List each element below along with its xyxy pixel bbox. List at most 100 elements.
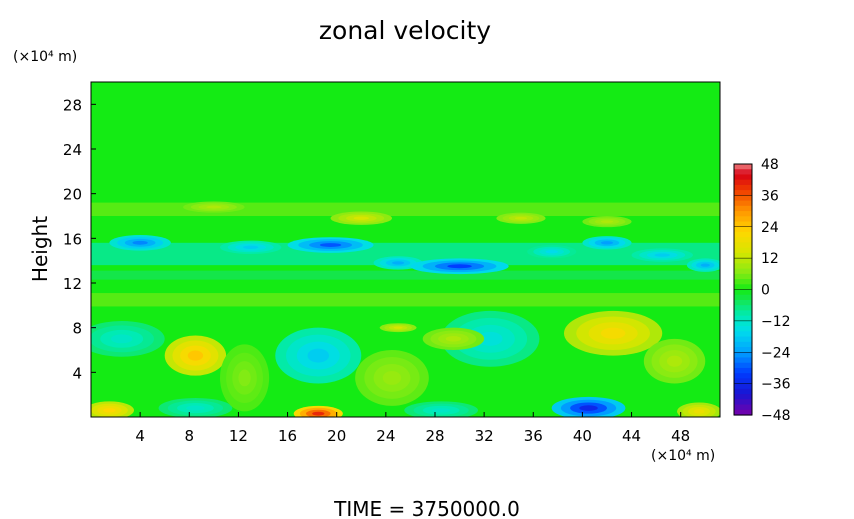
colorbar-segment — [734, 226, 752, 233]
heatmap-feature — [551, 396, 626, 417]
x-tick-label: 24 — [376, 427, 395, 445]
x-unit-label: (×10⁴ m) — [651, 448, 715, 464]
heatmap-feature — [355, 350, 429, 406]
heatmap-feature — [643, 338, 706, 384]
colorbar-tick-label: 12 — [761, 251, 779, 267]
heatmap-feature — [91, 401, 134, 417]
colorbar-segment — [734, 237, 752, 244]
heatmap-feature — [677, 402, 720, 417]
colorbar-segment — [734, 383, 752, 390]
heatmap-feature — [441, 310, 540, 367]
x-tick-label: 36 — [524, 427, 543, 445]
heatmap-features — [91, 201, 720, 417]
colorbar-segment — [734, 367, 752, 374]
y-axis-ticks: 4 8 12 16 20 24 28 — [63, 96, 96, 382]
colorbar-segment — [734, 216, 752, 223]
heatmap-feature — [293, 405, 343, 417]
colorbar: 48 36 24 12 0 −12 −24 −36 −48 — [733, 157, 791, 424]
colorbar-segment — [734, 184, 752, 191]
colorbar-segment — [734, 378, 752, 385]
colorbar-segment — [734, 263, 752, 270]
x-tick-label: 44 — [622, 427, 641, 445]
heatmap-feature — [109, 234, 171, 251]
y-unit-label: (×10⁴ m) — [13, 49, 77, 65]
colorbar-segment — [734, 247, 752, 254]
colorbar-tick-label: 0 — [761, 283, 770, 299]
colorbar-segment — [734, 299, 752, 306]
heatmap-band — [91, 270, 720, 280]
colorbar-segment — [734, 211, 752, 217]
colorbar-segment — [734, 404, 752, 411]
x-tick-label: 12 — [229, 427, 248, 445]
colorbar-segment — [734, 388, 752, 395]
colorbar-segment — [734, 195, 752, 202]
heatmap-feature — [631, 248, 693, 262]
y-tick-label: 8 — [72, 320, 82, 338]
colorbar-segment — [734, 399, 752, 406]
heatmap-band — [91, 202, 720, 216]
colorbar-segment — [734, 284, 752, 291]
colorbar-segment — [734, 326, 752, 332]
colorbar-segment — [734, 258, 752, 264]
colorbar-segment — [734, 331, 752, 338]
heatmap-feature — [164, 335, 227, 376]
y-tick-label: 12 — [63, 275, 82, 293]
colorbar-tick-label: −12 — [761, 314, 791, 330]
y-tick-label: 28 — [63, 96, 82, 114]
plot-frame — [90, 81, 721, 418]
colorbar-segment — [734, 310, 752, 317]
heatmap-feature — [379, 323, 417, 333]
x-tick-label: 20 — [327, 427, 346, 445]
heatmap-feature — [219, 240, 282, 254]
colorbar-segment — [734, 200, 752, 207]
heatmap-feature — [91, 320, 165, 357]
colorbar-segment — [734, 252, 752, 259]
heatmap-feature — [422, 327, 485, 351]
colorbar-segment — [734, 169, 752, 176]
y-tick-label: 24 — [63, 141, 82, 159]
x-tick-label: 48 — [671, 427, 690, 445]
colorbar-tick-label: 36 — [761, 188, 779, 204]
chart-title: zonal velocity — [319, 16, 491, 45]
colorbar-segment — [734, 164, 752, 170]
colorbar-segment — [734, 279, 752, 285]
heatmap-feature — [219, 344, 270, 412]
y-axis-label: Height — [28, 216, 52, 282]
x-tick-label: 32 — [475, 427, 494, 445]
heatmap-feature — [275, 327, 362, 384]
colorbar-segment — [734, 409, 752, 416]
colorbar-tick-label: −24 — [761, 345, 791, 361]
colorbar-tick-label: 24 — [761, 220, 779, 236]
colorbar-tick-label: −36 — [761, 377, 791, 393]
colorbar-segment — [734, 294, 752, 301]
x-axis-ticks: 4 8 12 16 20 24 28 32 36 40 44 48 — [135, 412, 690, 445]
colorbar-segment — [734, 320, 752, 327]
x-tick-label: 8 — [185, 427, 195, 445]
colorbar-segment — [734, 242, 752, 249]
heatmap-band — [91, 293, 720, 307]
colorbar-segment — [734, 221, 752, 228]
colorbar-segment — [734, 190, 752, 196]
time-footer: TIME = 3750000.0 — [333, 497, 520, 519]
heatmap-feature — [496, 212, 546, 224]
colorbar-segment — [734, 231, 752, 238]
colorbar-segment — [734, 315, 752, 322]
colorbar-segment — [734, 289, 752, 296]
colorbar-segment — [734, 174, 752, 181]
heatmap-feature — [158, 398, 233, 417]
heatmap-feature — [287, 237, 374, 253]
y-tick-label: 20 — [63, 186, 82, 204]
colorbar-segment — [734, 273, 752, 280]
colorbar-segment — [734, 373, 752, 379]
colorbar-segment — [734, 357, 752, 364]
heatmap-feature — [410, 258, 509, 275]
heatmap-feature — [330, 211, 392, 225]
x-tick-label: 40 — [573, 427, 592, 445]
colorbar-segment — [734, 205, 752, 212]
colorbar-segment — [734, 336, 752, 343]
colorbar-segment — [734, 352, 752, 359]
heatmap-feature — [582, 236, 632, 250]
heatmap-feature — [686, 258, 720, 272]
colorbar-segment — [734, 305, 752, 312]
